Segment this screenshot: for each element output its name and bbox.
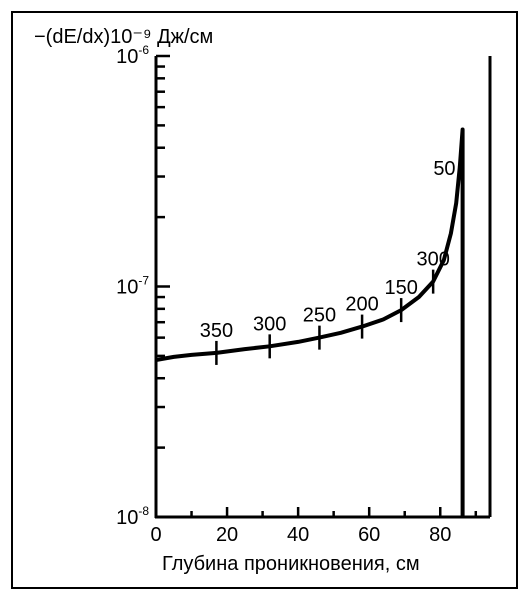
- x-tick-label: 60: [358, 524, 380, 546]
- x-tick-labels: 0 20 40 60 80: [150, 524, 451, 546]
- energy-annotation: 350: [200, 320, 233, 342]
- y-axis-label: −(dE/dx)10⁻⁹ Дж/см: [34, 26, 213, 48]
- x-tick-label: 40: [287, 524, 309, 546]
- energy-annotation: 300: [253, 313, 286, 335]
- x-tick-label: 20: [216, 524, 238, 546]
- tick-marks: [156, 54, 478, 519]
- energy-annotation: 300: [416, 249, 449, 271]
- y-tick-labels: 10-6 10-7 10-8: [116, 43, 149, 529]
- y-tick-label: 10-7: [116, 274, 149, 299]
- axes: [154, 56, 492, 519]
- chart-frame: [11, 11, 518, 589]
- energy-annotation: 250: [303, 305, 336, 327]
- annotations: 350 300 250 200 150 300 50: [200, 158, 456, 365]
- energy-annotation: 150: [384, 277, 417, 299]
- x-tick-label: 0: [150, 524, 161, 546]
- energy-annotation: 200: [345, 294, 378, 316]
- y-tick-label: 10-8: [116, 504, 149, 529]
- x-tick-label: 80: [429, 524, 451, 546]
- data-series-line: [155, 127, 465, 517]
- y-tick-label: 10-6: [116, 43, 149, 68]
- energy-annotation: 50: [433, 158, 455, 180]
- x-axis-label: Глубина проникновения, см: [162, 553, 420, 575]
